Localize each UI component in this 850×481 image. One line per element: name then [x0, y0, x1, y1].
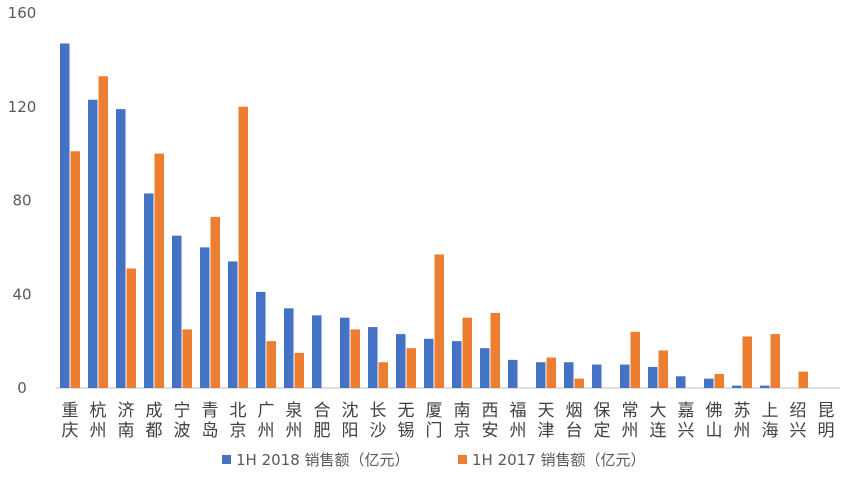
bar-1h-2017 [210, 216, 220, 388]
bar-1h-2017 [462, 317, 472, 388]
bar-1h-2018 [704, 378, 714, 389]
x-category-label: 济南 [118, 401, 135, 441]
bar-1h-2018 [200, 247, 210, 389]
bar-1h-2018 [508, 359, 518, 389]
x-category-label: 佛山 [706, 401, 723, 441]
x-category-label: 苏州 [734, 401, 751, 441]
x-category-label: 常州 [622, 401, 639, 441]
bar-1h-2017 [574, 378, 584, 389]
bar-1h-2018 [592, 364, 602, 388]
legend: 1H 2018 销售额（亿元） 1H 2017 销售额（亿元） [222, 451, 646, 469]
bar-1h-2018 [536, 362, 546, 388]
bar-1h-2017 [658, 350, 668, 388]
legend-item-1h-2018-swatch [222, 455, 231, 464]
bar-1h-2018 [312, 315, 322, 388]
bars [60, 43, 808, 389]
x-category-label: 杭州 [90, 401, 107, 441]
x-category-label: 长沙 [370, 401, 387, 441]
bar-1h-2018 [564, 362, 574, 388]
x-category-label: 沈阳 [342, 401, 359, 441]
x-category-label: 天津 [538, 401, 555, 441]
y-tick-label: 120 [8, 98, 37, 116]
bar-1h-2017 [406, 348, 416, 388]
bar-1h-2018 [620, 364, 630, 388]
bar-1h-2017 [182, 329, 192, 388]
x-category-label: 上海 [762, 401, 779, 441]
bar-1h-2018 [424, 338, 434, 388]
x-category-label: 南京 [454, 401, 471, 441]
bar-1h-2018 [480, 348, 490, 388]
x-category-label: 大连 [650, 401, 667, 441]
bar-1h-2018 [88, 99, 98, 388]
x-category-label: 成都 [146, 401, 163, 441]
x-category-label: 昆明 [818, 401, 835, 441]
bar-1h-2017 [546, 357, 556, 388]
x-category-label: 宁波 [174, 401, 191, 441]
bar-1h-2017 [350, 329, 360, 388]
bar-1h-2018 [340, 317, 350, 388]
bar-1h-2018 [172, 235, 182, 388]
x-category-label: 泉州 [286, 401, 303, 441]
legend-item-1h-2017-label: 1H 2017 销售额（亿元） [472, 451, 646, 469]
bar-1h-2017 [630, 331, 640, 388]
y-tick-label: 0 [17, 379, 27, 397]
bar-1h-2017 [378, 362, 388, 388]
x-axis-categories: 重庆杭州济南成都宁波青岛北京广州泉州合肥沈阳长沙无锡厦门南京西安福州天津烟台保定… [62, 401, 835, 441]
bar-1h-2017 [126, 268, 136, 388]
legend-item-1h-2018-label: 1H 2018 销售额（亿元） [236, 451, 410, 469]
bar-1h-2018 [368, 327, 378, 388]
x-category-label: 保定 [594, 401, 611, 441]
bar-1h-2018 [116, 109, 126, 388]
bar-1h-2018 [60, 43, 70, 388]
bar-1h-2017 [70, 151, 80, 388]
bar-1h-2017 [294, 352, 304, 388]
x-category-label: 无锡 [398, 401, 415, 441]
x-category-label: 北京 [230, 401, 247, 441]
bar-1h-2017 [742, 336, 752, 388]
bar-1h-2018 [732, 385, 742, 388]
x-category-label: 广州 [258, 401, 275, 441]
x-category-label: 嘉兴 [678, 401, 695, 441]
bar-1h-2017 [798, 371, 808, 388]
bar-1h-2018 [144, 193, 154, 388]
y-tick-label: 40 [12, 285, 31, 303]
x-category-label: 烟台 [566, 401, 583, 441]
legend-item-1h-2017-swatch [458, 455, 467, 464]
bar-1h-2017 [266, 341, 276, 389]
bar-1h-2017 [714, 373, 724, 388]
x-category-label: 福州 [510, 401, 527, 441]
bar-1h-2017 [770, 334, 780, 388]
bar-1h-2017 [434, 254, 444, 388]
bar-1h-2017 [490, 313, 500, 388]
bar-1h-2018 [256, 291, 266, 388]
bar-1h-2018 [452, 341, 462, 389]
bar-1h-2017 [98, 76, 108, 388]
x-category-label: 厦门 [426, 401, 443, 441]
bar-1h-2017 [154, 153, 164, 389]
bar-1h-2018 [648, 366, 658, 388]
x-category-label: 重庆 [62, 401, 79, 441]
x-category-label: 青岛 [202, 401, 219, 441]
bar-1h-2018 [396, 334, 406, 388]
bar-1h-2018 [284, 308, 294, 388]
bar-1h-2018 [676, 376, 686, 388]
bar-1h-2018 [760, 385, 770, 388]
bar-1h-2017 [238, 106, 248, 388]
x-category-label: 西安 [482, 401, 499, 441]
y-axis-ticks: 0 40 80 120 160 [8, 4, 37, 397]
x-category-label: 合肥 [314, 401, 331, 441]
y-tick-label: 160 [8, 4, 37, 22]
x-category-label: 绍兴 [790, 401, 807, 441]
y-tick-label: 80 [12, 192, 31, 210]
bar-1h-2018 [228, 261, 238, 388]
